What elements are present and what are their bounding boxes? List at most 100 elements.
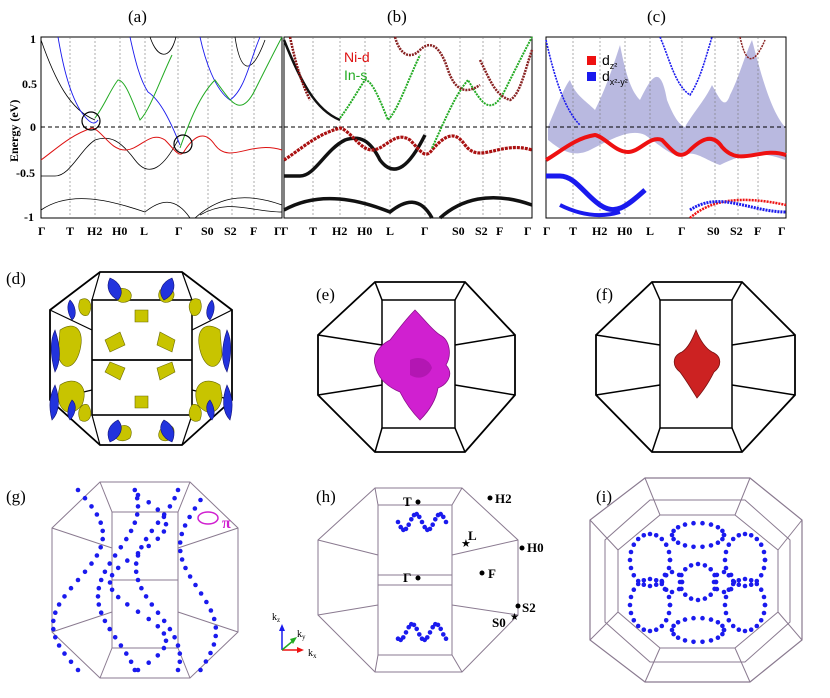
nodal-dot <box>761 594 767 600</box>
hlabel-Gamma: Γ <box>403 570 411 585</box>
nodal-dot <box>406 624 412 630</box>
nodal-dot <box>628 549 634 555</box>
ytick-0.5: 0.5 <box>22 77 37 91</box>
nodal-dot <box>722 557 728 563</box>
nodal-dot <box>433 517 438 522</box>
nodal-dot <box>669 627 675 633</box>
nodal-dot <box>762 557 768 563</box>
nodal-dot <box>754 536 760 542</box>
nodal-dot <box>179 531 185 537</box>
nodal-dot <box>211 616 217 622</box>
nodal-dot <box>96 602 102 607</box>
nodal-dot <box>708 617 714 622</box>
legend-dz2-swatch <box>587 56 596 65</box>
nodal-dot <box>135 504 141 509</box>
nodal-dot <box>653 533 659 538</box>
nodal-dot <box>628 565 634 571</box>
nodal-dot <box>666 610 672 616</box>
nodal-dot <box>708 522 714 527</box>
nodal-dot <box>742 531 748 537</box>
nodal-dot <box>748 627 754 632</box>
fermi-surface-f <box>595 281 796 453</box>
nodal-dot <box>187 514 192 520</box>
nodal-dot <box>419 519 425 525</box>
nodal-dot <box>149 528 155 534</box>
nodal-dot <box>175 643 181 648</box>
nodal-dot <box>715 540 721 545</box>
svg-text:S2: S2 <box>730 224 743 238</box>
nodal-dot <box>102 569 108 575</box>
hlabel-L: L <box>468 528 477 543</box>
nodal-dot <box>667 602 673 608</box>
nodal-dot <box>708 543 714 548</box>
band-plot-c: dz² dx²-y² <box>544 36 787 219</box>
nodal-lines-i <box>589 477 803 683</box>
nodal-dot <box>401 635 406 640</box>
nodal-dot <box>736 582 742 587</box>
nodal-dot <box>736 627 742 632</box>
nodal-dot <box>721 589 727 595</box>
nodal-dot <box>163 638 169 644</box>
nodal-dot <box>68 659 74 665</box>
nodal-dot <box>669 569 675 575</box>
nodal-dot <box>53 610 58 615</box>
nodal-dot <box>730 623 736 629</box>
nodal-dot <box>631 542 637 547</box>
nodal-dot <box>124 536 129 542</box>
nodal-dot <box>163 521 169 527</box>
nodal-dot <box>691 520 696 526</box>
nodal-dot <box>708 592 713 597</box>
nodal-dot <box>635 623 641 629</box>
nodal-dot <box>441 632 446 637</box>
nodal-dot <box>647 583 653 589</box>
nodal-dot <box>659 536 665 542</box>
nodal-dot <box>683 567 688 572</box>
kpoint-labels-c: Γ T H2 H0 L Γ S0 S2 F Γ <box>543 224 786 238</box>
nodal-dot <box>731 579 737 585</box>
nodal-dot <box>676 586 682 592</box>
panel-label-f: (f) <box>596 285 613 304</box>
svg-text:Γ: Γ <box>678 224 686 238</box>
nodal-dot <box>112 553 118 558</box>
nodal-dot <box>723 565 729 571</box>
svg-text:S2: S2 <box>475 224 488 238</box>
nodal-dot <box>662 586 668 592</box>
nodal-dot <box>758 542 764 547</box>
nodal-dot <box>653 627 659 632</box>
svg-text:H0: H0 <box>357 224 372 238</box>
nodal-dot <box>198 497 203 503</box>
svg-text:F: F <box>496 224 503 238</box>
panel-label-e: (e) <box>316 285 335 304</box>
y-ticks: 1 0.5 0 -0.5 -1 <box>16 32 37 224</box>
nodal-dot <box>51 626 56 632</box>
svg-text:T: T <box>309 224 317 238</box>
nodal-dot <box>659 579 665 585</box>
nodal-dot <box>641 533 647 538</box>
nodal-dot <box>135 551 141 556</box>
nodal-dot <box>671 623 676 629</box>
nodal-dot <box>155 507 161 512</box>
nodal-dot <box>132 520 138 525</box>
nodal-dot <box>107 580 113 585</box>
nodal-dot <box>172 495 177 501</box>
nodal-dot <box>726 542 732 547</box>
nodal-dot <box>728 572 734 578</box>
kz-label: kz <box>272 612 280 624</box>
nodal-dot <box>139 545 144 550</box>
nodal-dot <box>135 609 141 614</box>
nodal-dot <box>671 536 676 542</box>
svg-text:H0: H0 <box>617 224 632 238</box>
pi-label: π <box>222 515 231 532</box>
nodal-dot <box>403 630 409 635</box>
nodal-dot <box>177 540 183 545</box>
svg-text:S0: S0 <box>452 224 465 238</box>
nodal-dot <box>146 616 151 622</box>
nodal-dot <box>155 624 161 629</box>
nodal-dot <box>443 636 449 641</box>
svg-text:Γ: Γ <box>778 224 786 238</box>
nodal-dot <box>736 578 742 583</box>
nodal-dot <box>183 565 188 571</box>
nodal-dot <box>647 576 653 582</box>
nodal-dot <box>653 582 659 587</box>
